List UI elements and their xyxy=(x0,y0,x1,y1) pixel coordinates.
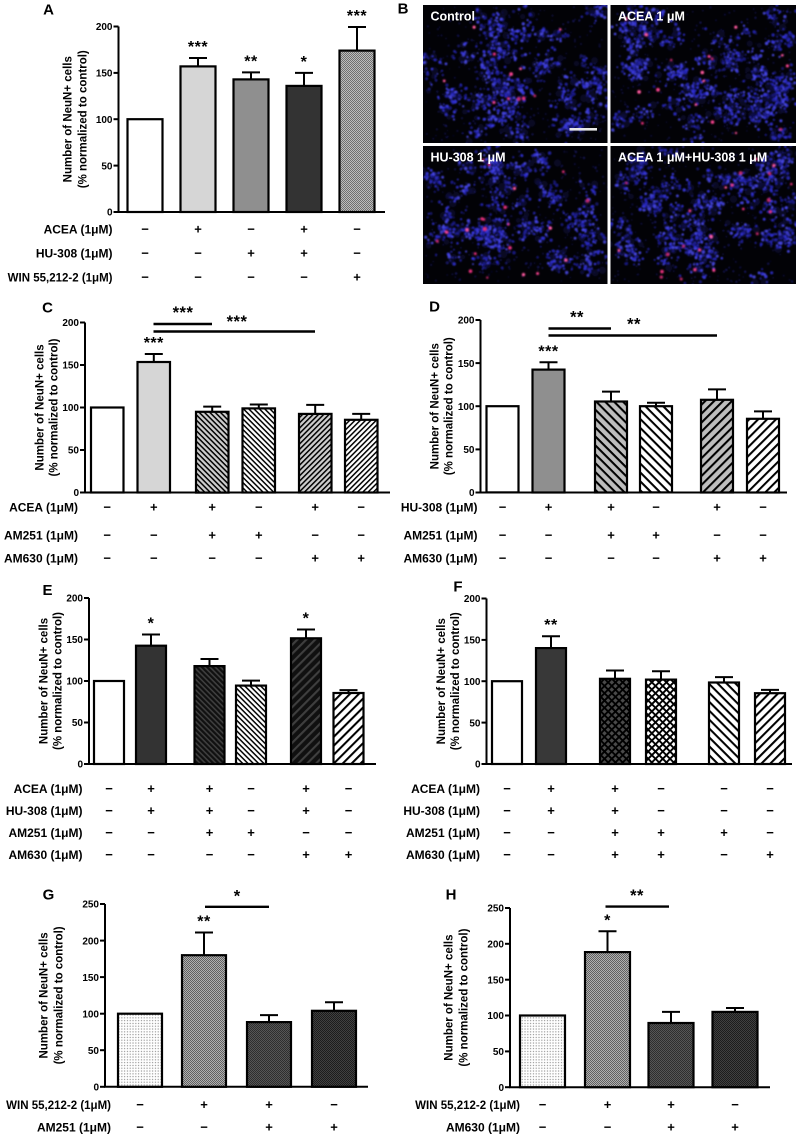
svg-text:A: A xyxy=(43,2,54,19)
svg-text:WIN 55,212-2 (1μM): WIN 55,212-2 (1μM) xyxy=(8,273,113,285)
svg-text:+: + xyxy=(353,270,361,285)
svg-text:−: − xyxy=(353,246,361,261)
svg-text:**: ** xyxy=(244,53,258,70)
svg-text:Number of NeuN+ cells: Number of NeuN+ cells xyxy=(62,56,74,182)
svg-text:150: 150 xyxy=(96,69,113,80)
svg-text:+: + xyxy=(300,222,308,237)
svg-text:100: 100 xyxy=(96,115,113,126)
svg-text:−: − xyxy=(353,222,361,237)
svg-text:HU-308 1 μM: HU-308 1 μM xyxy=(431,151,506,165)
svg-text:−: − xyxy=(141,270,149,285)
svg-text:−: − xyxy=(247,222,255,237)
svg-text:−: − xyxy=(141,246,149,261)
svg-text:+: + xyxy=(194,222,202,237)
svg-text:50: 50 xyxy=(101,161,113,172)
svg-text:*: * xyxy=(301,54,308,71)
svg-text:Control: Control xyxy=(431,10,475,24)
svg-text:+: + xyxy=(300,246,308,261)
svg-text:−: − xyxy=(247,270,255,285)
svg-text:(% normalized to control): (% normalized to control) xyxy=(77,50,89,188)
svg-text:−: − xyxy=(194,246,202,261)
svg-text:0: 0 xyxy=(107,208,113,219)
svg-text:***: *** xyxy=(188,39,208,56)
svg-text:B: B xyxy=(398,1,409,18)
svg-text:−: − xyxy=(194,270,202,285)
svg-text:+: + xyxy=(247,246,255,261)
svg-text:ACEA (1μM): ACEA (1μM) xyxy=(44,223,113,237)
svg-text:−: − xyxy=(141,222,149,237)
svg-text:200: 200 xyxy=(96,22,113,33)
svg-text:HU-308 (1μM): HU-308 (1μM) xyxy=(36,247,113,261)
svg-text:−: − xyxy=(300,270,308,285)
svg-text:ACEA 1 μM: ACEA 1 μM xyxy=(618,10,685,24)
svg-text:***: *** xyxy=(347,8,367,25)
